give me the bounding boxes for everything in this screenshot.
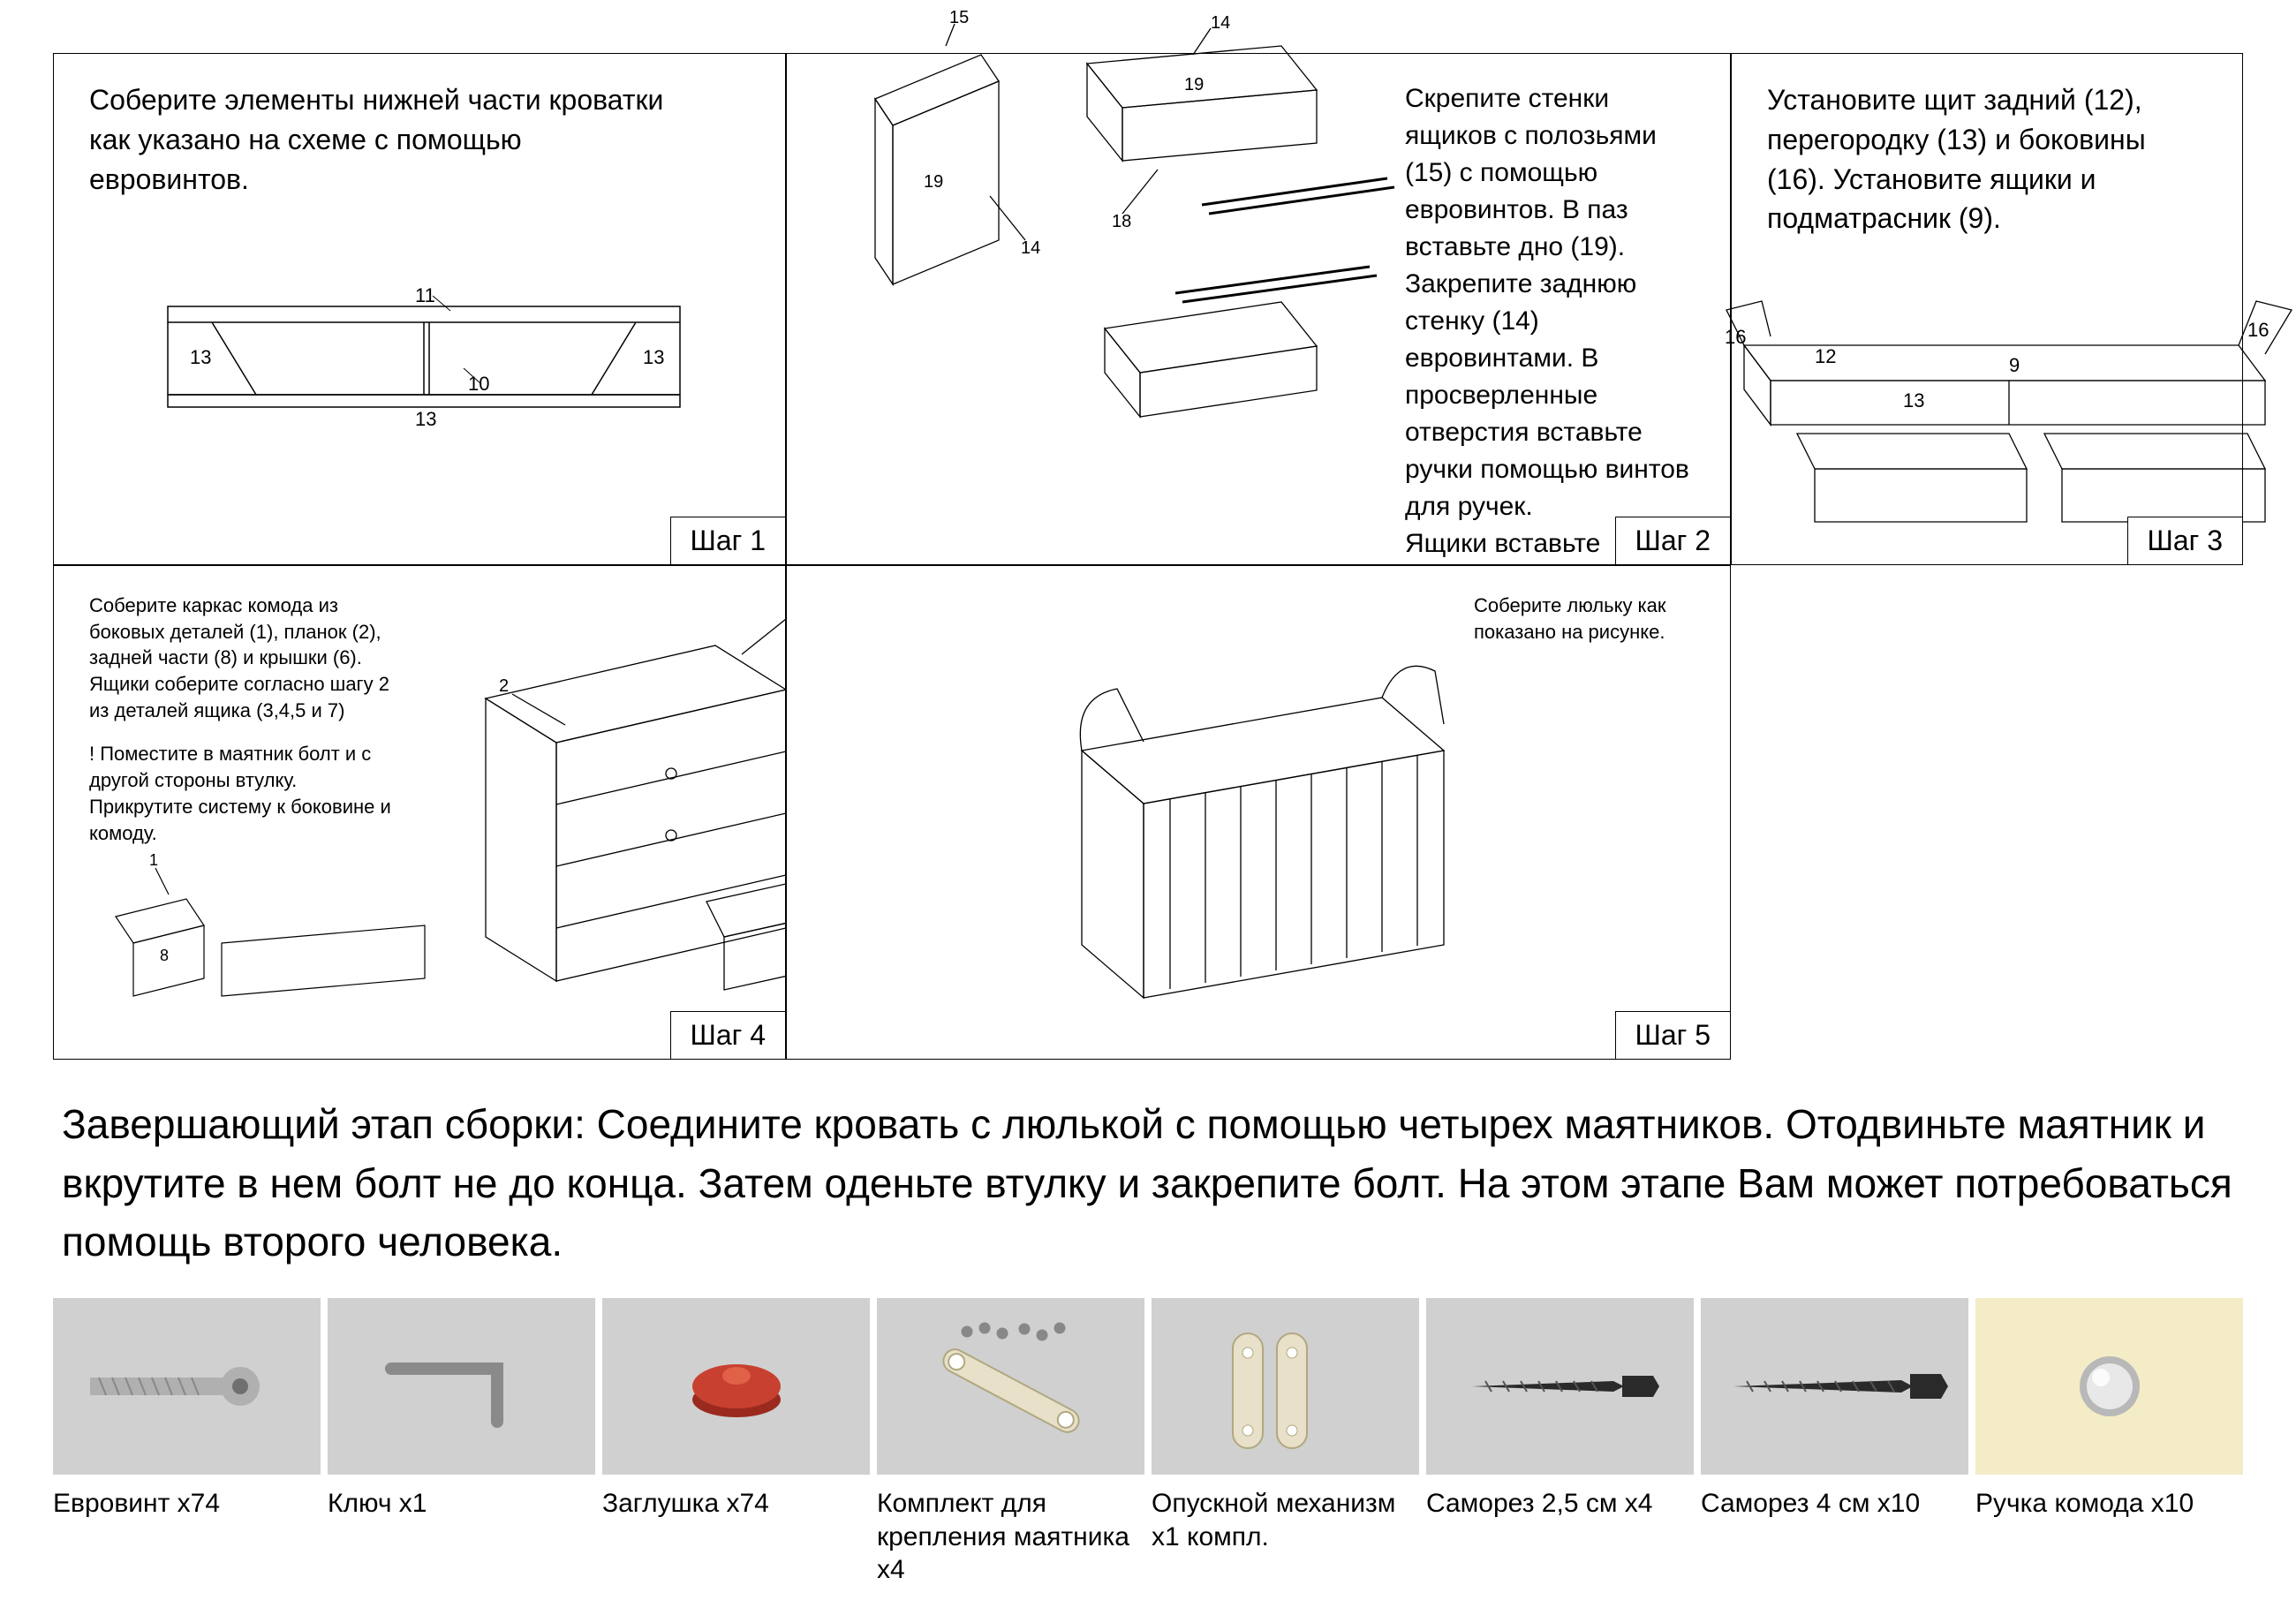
step-3-diagram: 16 12 9 16 13 — [1767, 238, 2216, 559]
hardware-photo-screw-long — [1701, 1298, 1968, 1475]
svg-text:14: 14 — [1021, 238, 1040, 258]
svg-text:11: 11 — [415, 284, 435, 306]
step-2-diagram: 15 14 19 18 19 14 — [822, 80, 1405, 401]
step-3-panel: Установите щит задний (12), перегородку … — [1731, 53, 2243, 565]
svg-text:15: 15 — [949, 8, 969, 27]
hardware-item: Ключ x1 — [328, 1298, 595, 1587]
hardware-item: Комплект для крепления маятника x4 — [877, 1298, 1144, 1587]
svg-text:12: 12 — [1815, 345, 1836, 367]
hardware-item: Саморез 2,5 см x4 — [1426, 1298, 1694, 1587]
step-4-note-text: ! Поместите в маятник болт и с другой ст… — [89, 741, 397, 846]
hardware-label: Саморез 4 см x10 — [1701, 1487, 1968, 1521]
step-1-label: Шаг 1 — [670, 517, 785, 564]
step-5-panel: Соберите люльку как показано на рисунке. — [786, 565, 1731, 1060]
hardware-label: Опускной механизм x1 компл. — [1152, 1487, 1419, 1553]
hardware-item: Заглушка x74 — [602, 1298, 870, 1587]
final-instructions: Завершающий этап сборки: Соедините крова… — [62, 1095, 2234, 1272]
hardware-photo-cap — [602, 1298, 870, 1475]
hardware-item: Евровинт x74 — [53, 1298, 321, 1587]
svg-text:13: 13 — [643, 346, 664, 368]
hardware-item: Саморез 4 см x10 — [1701, 1298, 1968, 1587]
hardware-item: Ручка комода x10 — [1975, 1298, 2243, 1587]
hardware-photo-linkage — [877, 1298, 1144, 1475]
step-4-label: Шаг 4 — [670, 1011, 785, 1059]
hardware-label: Заглушка x74 — [602, 1487, 870, 1521]
svg-text:14: 14 — [1211, 13, 1230, 33]
hardware-list: Евровинт x74 Ключ x1 Заглушка x74 — [53, 1298, 2243, 1587]
step-4-small-diagram: 1 8 — [89, 846, 442, 1014]
svg-text:10: 10 — [468, 373, 489, 395]
step-2-panel: 15 14 19 18 19 14 Скрепите стенки ящиков… — [786, 53, 1731, 565]
svg-text:19: 19 — [1184, 75, 1204, 94]
step-1-diagram: 11 13 10 13 13 — [89, 199, 759, 519]
hardware-label: Саморез 2,5 см x4 — [1426, 1487, 1694, 1521]
step-4-top-text: Соберите каркас комода из боковых детале… — [89, 593, 397, 723]
svg-text:16: 16 — [2247, 319, 2269, 341]
hardware-photo-eurobolt — [53, 1298, 321, 1475]
hardware-label: Комплект для крепления маятника x4 — [877, 1487, 1144, 1587]
hardware-label: Ручка комода x10 — [1975, 1487, 2243, 1521]
hardware-photo-hexkey — [328, 1298, 595, 1475]
step-4-panel: Соберите каркас комода из боковых детале… — [53, 565, 786, 1060]
svg-text:18: 18 — [1112, 212, 1131, 231]
step-3-label: Шаг 3 — [2127, 517, 2242, 564]
svg-text:13: 13 — [190, 346, 211, 368]
svg-text:13: 13 — [415, 408, 436, 430]
step-5-text: Соберите люльку как показано на рисунке. — [1474, 593, 1703, 645]
hardware-label: Ключ x1 — [328, 1487, 595, 1521]
svg-text:1: 1 — [149, 851, 158, 869]
hardware-label: Евровинт x74 — [53, 1487, 321, 1521]
hardware-item: Опускной механизм x1 компл. — [1152, 1298, 1419, 1587]
hardware-photo-knob — [1975, 1298, 2243, 1475]
svg-text:13: 13 — [1903, 389, 1924, 411]
svg-text:19: 19 — [924, 172, 943, 192]
hardware-photo-screw-short — [1426, 1298, 1694, 1475]
assembly-steps-grid: Соберите элементы нижней части кроватки … — [53, 53, 2243, 1060]
step-5-label: Шаг 5 — [1615, 1011, 1730, 1059]
svg-text:2: 2 — [499, 676, 509, 696]
step-1-text: Соберите элементы нижней части кроватки … — [89, 80, 678, 199]
svg-text:9: 9 — [2009, 354, 2020, 376]
svg-text:16: 16 — [1725, 326, 1746, 348]
svg-text:8: 8 — [160, 947, 169, 964]
step-2-text: Скрепите стенки ящиков с полозьями (15) … — [1405, 80, 1703, 538]
hardware-photo-mechanism — [1152, 1298, 1419, 1475]
step-3-text: Установите щит задний (12), перегородку … — [1767, 80, 2162, 238]
step-1-panel: Соберите элементы нижней части кроватки … — [53, 53, 786, 565]
